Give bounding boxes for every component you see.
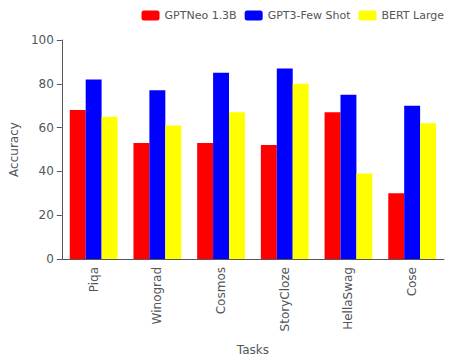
svg-text:60: 60 [39, 121, 54, 135]
svg-text:GPT3-Few Shot: GPT3-Few Shot [268, 9, 352, 22]
svg-text:100: 100 [31, 33, 54, 47]
svg-text:40: 40 [39, 164, 54, 178]
svg-text:Winograd: Winograd [150, 267, 164, 324]
svg-text:0: 0 [46, 252, 54, 266]
svg-text:20: 20 [39, 208, 54, 222]
svg-text:StoryCloze: StoryCloze [278, 267, 292, 331]
svg-text:Tasks: Tasks [236, 343, 269, 357]
svg-text:Cosmos: Cosmos [214, 267, 228, 314]
svg-text:GPTNeo 1.3B: GPTNeo 1.3B [165, 9, 237, 22]
svg-text:BERT Large: BERT Large [381, 9, 444, 22]
svg-text:HellaSwag: HellaSwag [341, 267, 355, 330]
svg-text:Cose: Cose [405, 267, 419, 296]
svg-text:Accuracy: Accuracy [7, 122, 21, 177]
svg-text:Piqa: Piqa [87, 267, 101, 292]
svg-text:80: 80 [39, 77, 54, 91]
